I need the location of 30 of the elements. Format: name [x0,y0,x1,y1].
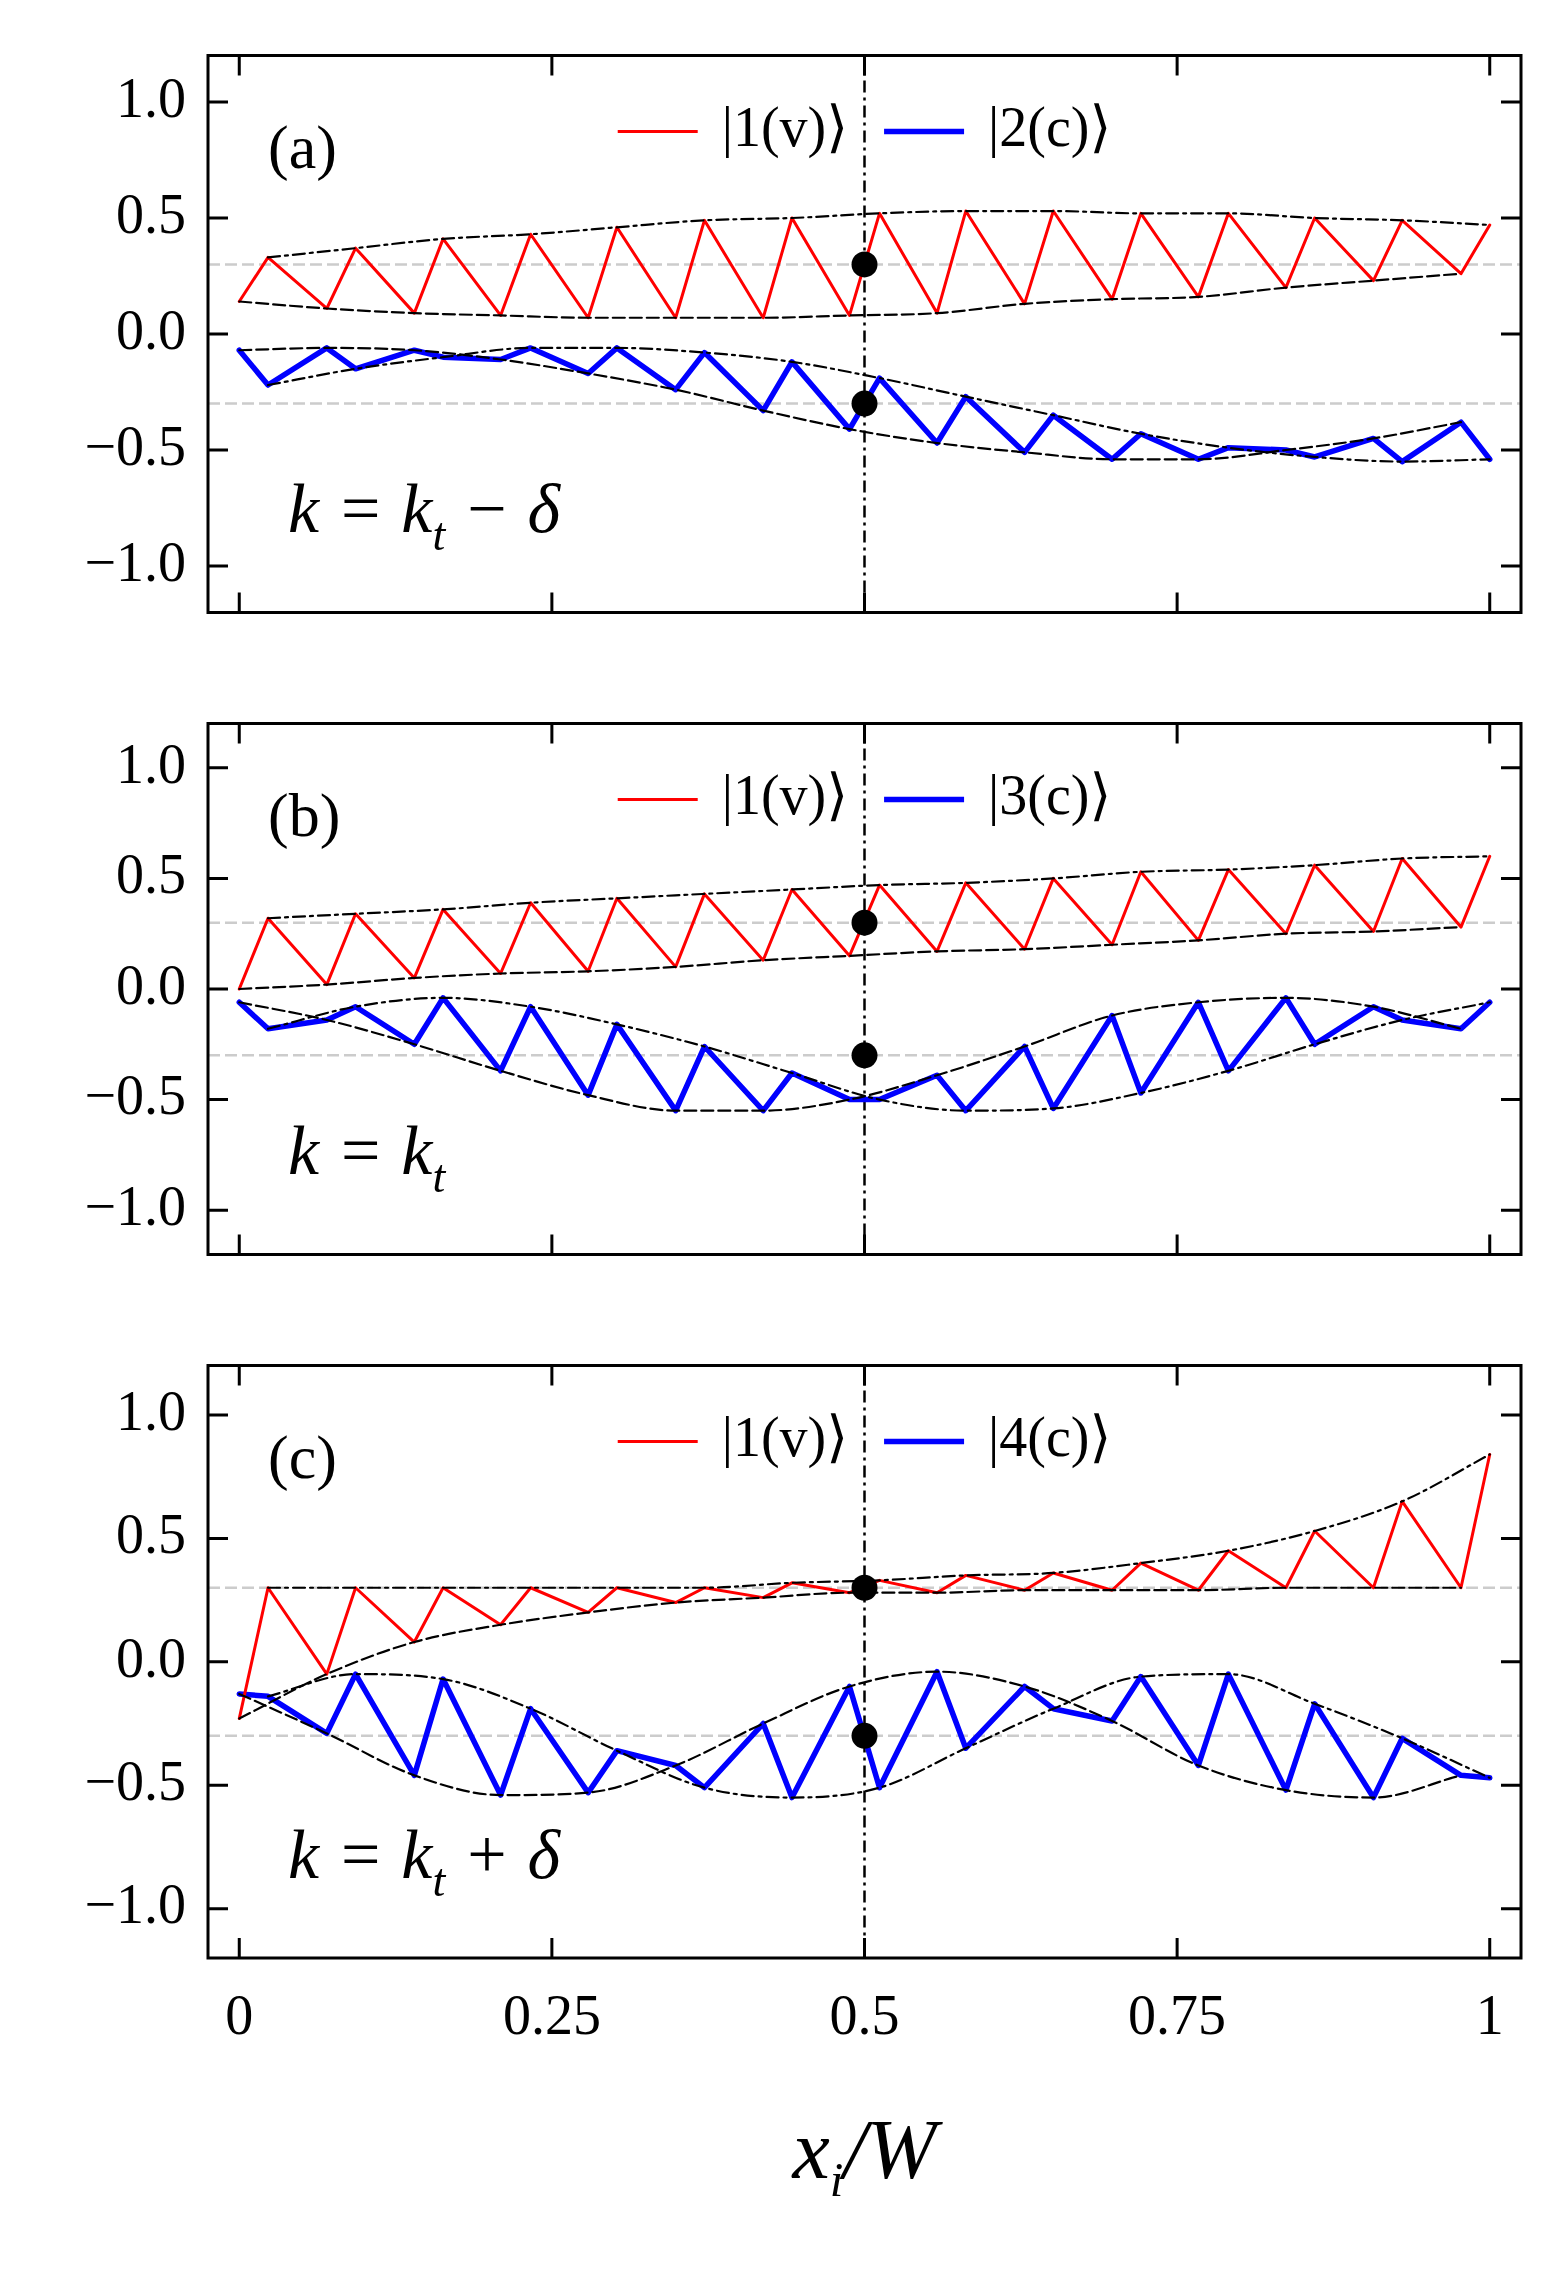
y-tick-label: 1.0 [116,66,186,129]
y-tick-label: 0.5 [116,182,186,245]
legend-label: |3(c)⟩ [988,764,1112,828]
annotation: (a) [268,112,337,182]
y-tick-label: 0.5 [116,1503,186,1566]
y-tick-label: 1.0 [116,1379,186,1442]
y-tick-label: 0.0 [116,298,186,361]
y-tick-label: −1.0 [84,530,186,593]
y-tick-label: 0.0 [116,953,186,1016]
legend-label: |1(v)⟩ [721,96,849,160]
legend-label: |2(c)⟩ [988,96,1112,160]
x-axis-title: x$_{i}$/W [790,2103,944,2207]
y-tick-label: −0.5 [84,414,186,477]
y-tick-label: −1.0 [84,1873,186,1936]
y-tick-label: −0.5 [84,1064,186,1127]
legend-label: |4(c)⟩ [988,1406,1112,1470]
legend-label: |1(v)⟩ [721,764,849,828]
annotation: (c) [268,1422,337,1492]
y-tick-label: 0.0 [116,1626,186,1689]
annotation: (b) [268,780,341,850]
x-tick-label: 0 [225,1984,254,2047]
x-tick-label: 0.25 [502,1984,601,2047]
y-tick-label: 1.0 [116,732,186,795]
y-tick-label: 0.5 [116,843,186,906]
y-tick-label: −1.0 [84,1174,186,1237]
x-tick-label: 0.75 [1128,1984,1227,2047]
x-tick-label: 1 [1475,1984,1504,2047]
x-tick-label: 0.5 [829,1984,900,2047]
y-tick-label: −0.5 [84,1749,186,1812]
legend-label: |1(v)⟩ [721,1406,849,1470]
